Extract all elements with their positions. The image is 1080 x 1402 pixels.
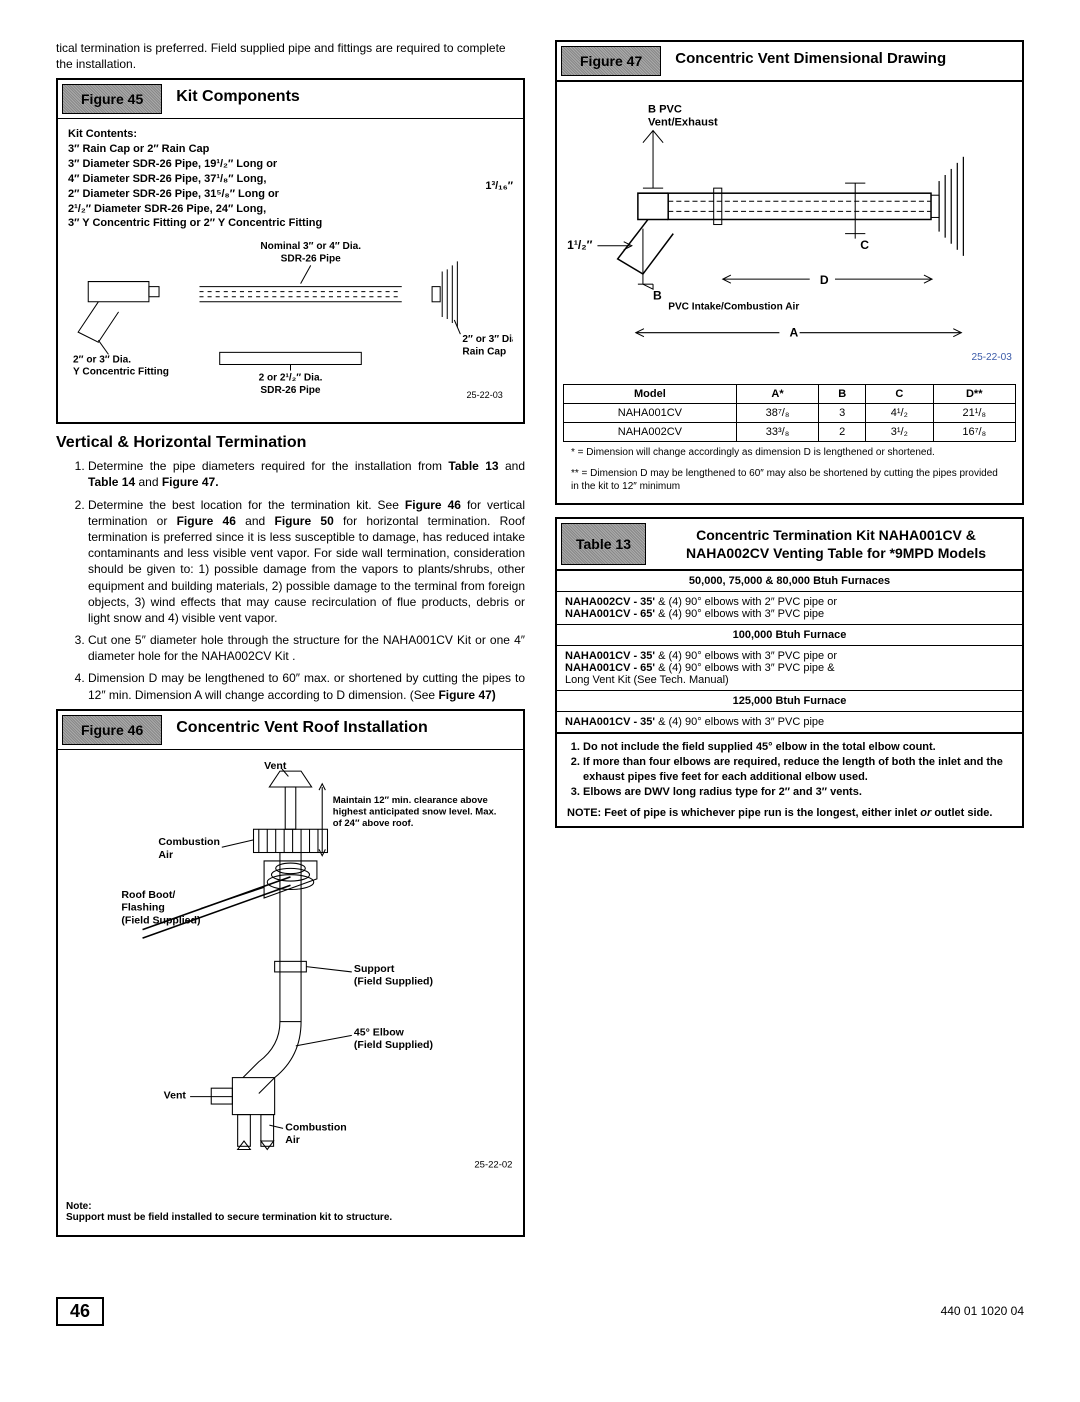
svg-text:SDR-26 Pipe: SDR-26 Pipe xyxy=(260,385,320,396)
svg-text:1¹/₂″: 1¹/₂″ xyxy=(567,238,593,252)
svg-text:25-22-02: 25-22-02 xyxy=(474,1159,512,1170)
svg-text:Combustion: Combustion xyxy=(285,1121,347,1133)
table-header: D** xyxy=(933,385,1016,404)
svg-text:Nominal 3″ or 4″ Dia.: Nominal 3″ or 4″ Dia. xyxy=(260,241,361,252)
intro-text: tical termination is preferred. Field su… xyxy=(56,40,525,72)
doc-number: 440 01 1020 04 xyxy=(941,1304,1024,1318)
table-header: A* xyxy=(736,385,818,404)
fig45-diagram: Nominal 3″ or 4″ Dia. SDR-26 Pipe 2″ or … xyxy=(68,231,513,403)
svg-text:A: A xyxy=(790,326,799,340)
figure-47-title: Concentric Vent Dimensional Drawing xyxy=(665,42,1022,80)
table-row: NAHA001CV - 35' & (4) 90° elbows with 3″… xyxy=(557,711,1022,732)
svg-text:B PVC: B PVC xyxy=(648,103,682,115)
svg-text:of 24″ above roof.: of 24″ above roof. xyxy=(333,818,414,829)
table-row: NAHA001CV38⁷/₈ 34¹/₂ 21¹/₈ xyxy=(564,404,1016,423)
svg-text:Vent/Exhaust: Vent/Exhaust xyxy=(648,116,718,128)
svg-text:Y Concentric Fitting: Y Concentric Fitting xyxy=(73,367,169,378)
figure-47-label: Figure 47 xyxy=(561,46,661,76)
svg-text:(Field Supplied): (Field Supplied) xyxy=(121,914,200,926)
fig47-table: Model A* B C D** NAHA001CV38⁷/₈ 34¹/₂ 21… xyxy=(563,384,1016,442)
fig46-diagram: Vent Maintain 12″ min. clearance above h… xyxy=(58,750,523,1194)
svg-text:Combustion: Combustion xyxy=(158,836,220,848)
table-row: NAHA001CV - 35' & (4) 90° elbows with 3″… xyxy=(557,645,1022,690)
svg-text:PVC Intake/Combustion Air: PVC Intake/Combustion Air xyxy=(668,301,799,312)
svg-text:Vent: Vent xyxy=(164,1090,187,1102)
fig46-note: Note:Support must be field installed to … xyxy=(58,1197,523,1227)
table-header: Model xyxy=(564,385,737,404)
table-row-header: 50,000, 75,000 & 80,000 Btuh Furnaces xyxy=(557,570,1022,591)
table-13-title: Concentric Termination Kit NAHA001CV & N… xyxy=(650,522,1022,566)
table-row-header: 100,000 Btuh Furnace xyxy=(557,624,1022,645)
svg-text:(Field Supplied): (Field Supplied) xyxy=(354,975,433,987)
figure-45: Figure 45 Kit Components Kit Contents: 3… xyxy=(56,78,525,424)
kit-item: 3″ Rain Cap or 2″ Rain Cap xyxy=(68,142,485,157)
svg-text:25-22-03: 25-22-03 xyxy=(971,352,1012,363)
figure-46-title: Concentric Vent Roof Installation xyxy=(166,711,523,749)
svg-text:SDR-26 Pipe: SDR-26 Pipe xyxy=(281,254,341,265)
figure-45-label: Figure 45 xyxy=(62,84,162,114)
svg-text:2″ or 3″ Dia.: 2″ or 3″ Dia. xyxy=(73,355,131,366)
svg-text:2″ or 3″ Dia.: 2″ or 3″ Dia. xyxy=(462,335,513,346)
step-1: Determine the pipe diameters required fo… xyxy=(88,458,525,490)
table-row: NAHA002CV33³/₈ 23¹/₂ 16⁷/₈ xyxy=(564,423,1016,442)
kit-item: 2″ Diameter SDR-26 Pipe, 31⁵/₈″ Long or xyxy=(68,187,485,202)
table-header: B xyxy=(819,385,866,404)
svg-text:D: D xyxy=(820,273,829,287)
kit-dim-right: 1³/₁₆″ xyxy=(485,179,513,194)
svg-text:(Field Supplied): (Field Supplied) xyxy=(354,1039,433,1051)
svg-text:2 or 2¹/₂″ Dia.: 2 or 2¹/₂″ Dia. xyxy=(259,373,323,384)
step-3: Cut one 5″ diameter hole through the str… xyxy=(88,632,525,664)
fig47-diagram: B PVC Vent/Exhaust 1¹/₂″ B PVC Intake/Co… xyxy=(557,82,1022,375)
svg-text:Flashing: Flashing xyxy=(121,901,164,913)
step-2: Determine the best location for the term… xyxy=(88,497,525,627)
svg-text:Rain Cap: Rain Cap xyxy=(462,347,506,358)
figure-46-label: Figure 46 xyxy=(62,715,162,745)
fig47-note-2: ** = Dimension D may be lengthened to 60… xyxy=(563,463,1016,497)
table-row: NAHA002CV - 35' & (4) 90° elbows with 2″… xyxy=(557,591,1022,624)
svg-text:Air: Air xyxy=(285,1134,300,1146)
svg-text:B: B xyxy=(653,288,662,302)
svg-text:highest anticipated snow level: highest anticipated snow level. Max. xyxy=(333,806,497,817)
svg-text:45° Elbow: 45° Elbow xyxy=(354,1026,405,1038)
svg-text:Roof Boot/: Roof Boot/ xyxy=(121,889,175,901)
table-13: Table 13 Concentric Termination Kit NAHA… xyxy=(555,517,1024,828)
figure-46: Figure 46 Concentric Vent Roof Installat… xyxy=(56,709,525,1237)
steps-list: Determine the pipe diameters required fo… xyxy=(56,458,525,703)
svg-text:Support: Support xyxy=(354,963,395,975)
table-13-label: Table 13 xyxy=(561,523,646,565)
kit-header: Kit Contents: xyxy=(68,127,513,142)
kit-item: 3″ Y Concentric Fitting or 2″ Y Concentr… xyxy=(68,216,485,231)
svg-text:Maintain 12″ min. clearance ab: Maintain 12″ min. clearance above xyxy=(333,795,488,806)
svg-text:25-22-03: 25-22-03 xyxy=(466,390,502,400)
kit-item: 2¹/₂″ Diameter SDR-26 Pipe, 24″ Long, xyxy=(68,202,485,217)
step-4: Dimension D may be lengthened to 60″ max… xyxy=(88,670,525,702)
table-row-header: 125,000 Btuh Furnace xyxy=(557,690,1022,711)
kit-item: 4″ Diameter SDR-26 Pipe, 37¹/₈″ Long, xyxy=(68,172,485,187)
table-header: C xyxy=(866,385,933,404)
table-13-notes: Do not include the field supplied 45° el… xyxy=(557,732,1022,826)
svg-text:C: C xyxy=(860,238,869,252)
figure-47: Figure 47 Concentric Vent Dimensional Dr… xyxy=(555,40,1024,505)
fig47-note-1: * = Dimension will change accordingly as… xyxy=(563,442,1016,463)
figure-45-title: Kit Components xyxy=(166,80,523,118)
section-title: Vertical & Horizontal Termination xyxy=(56,434,525,452)
page-number: 46 xyxy=(56,1297,104,1326)
kit-item: 3″ Diameter SDR-26 Pipe, 19¹/₂″ Long or xyxy=(68,157,485,172)
svg-text:Air: Air xyxy=(158,849,173,861)
